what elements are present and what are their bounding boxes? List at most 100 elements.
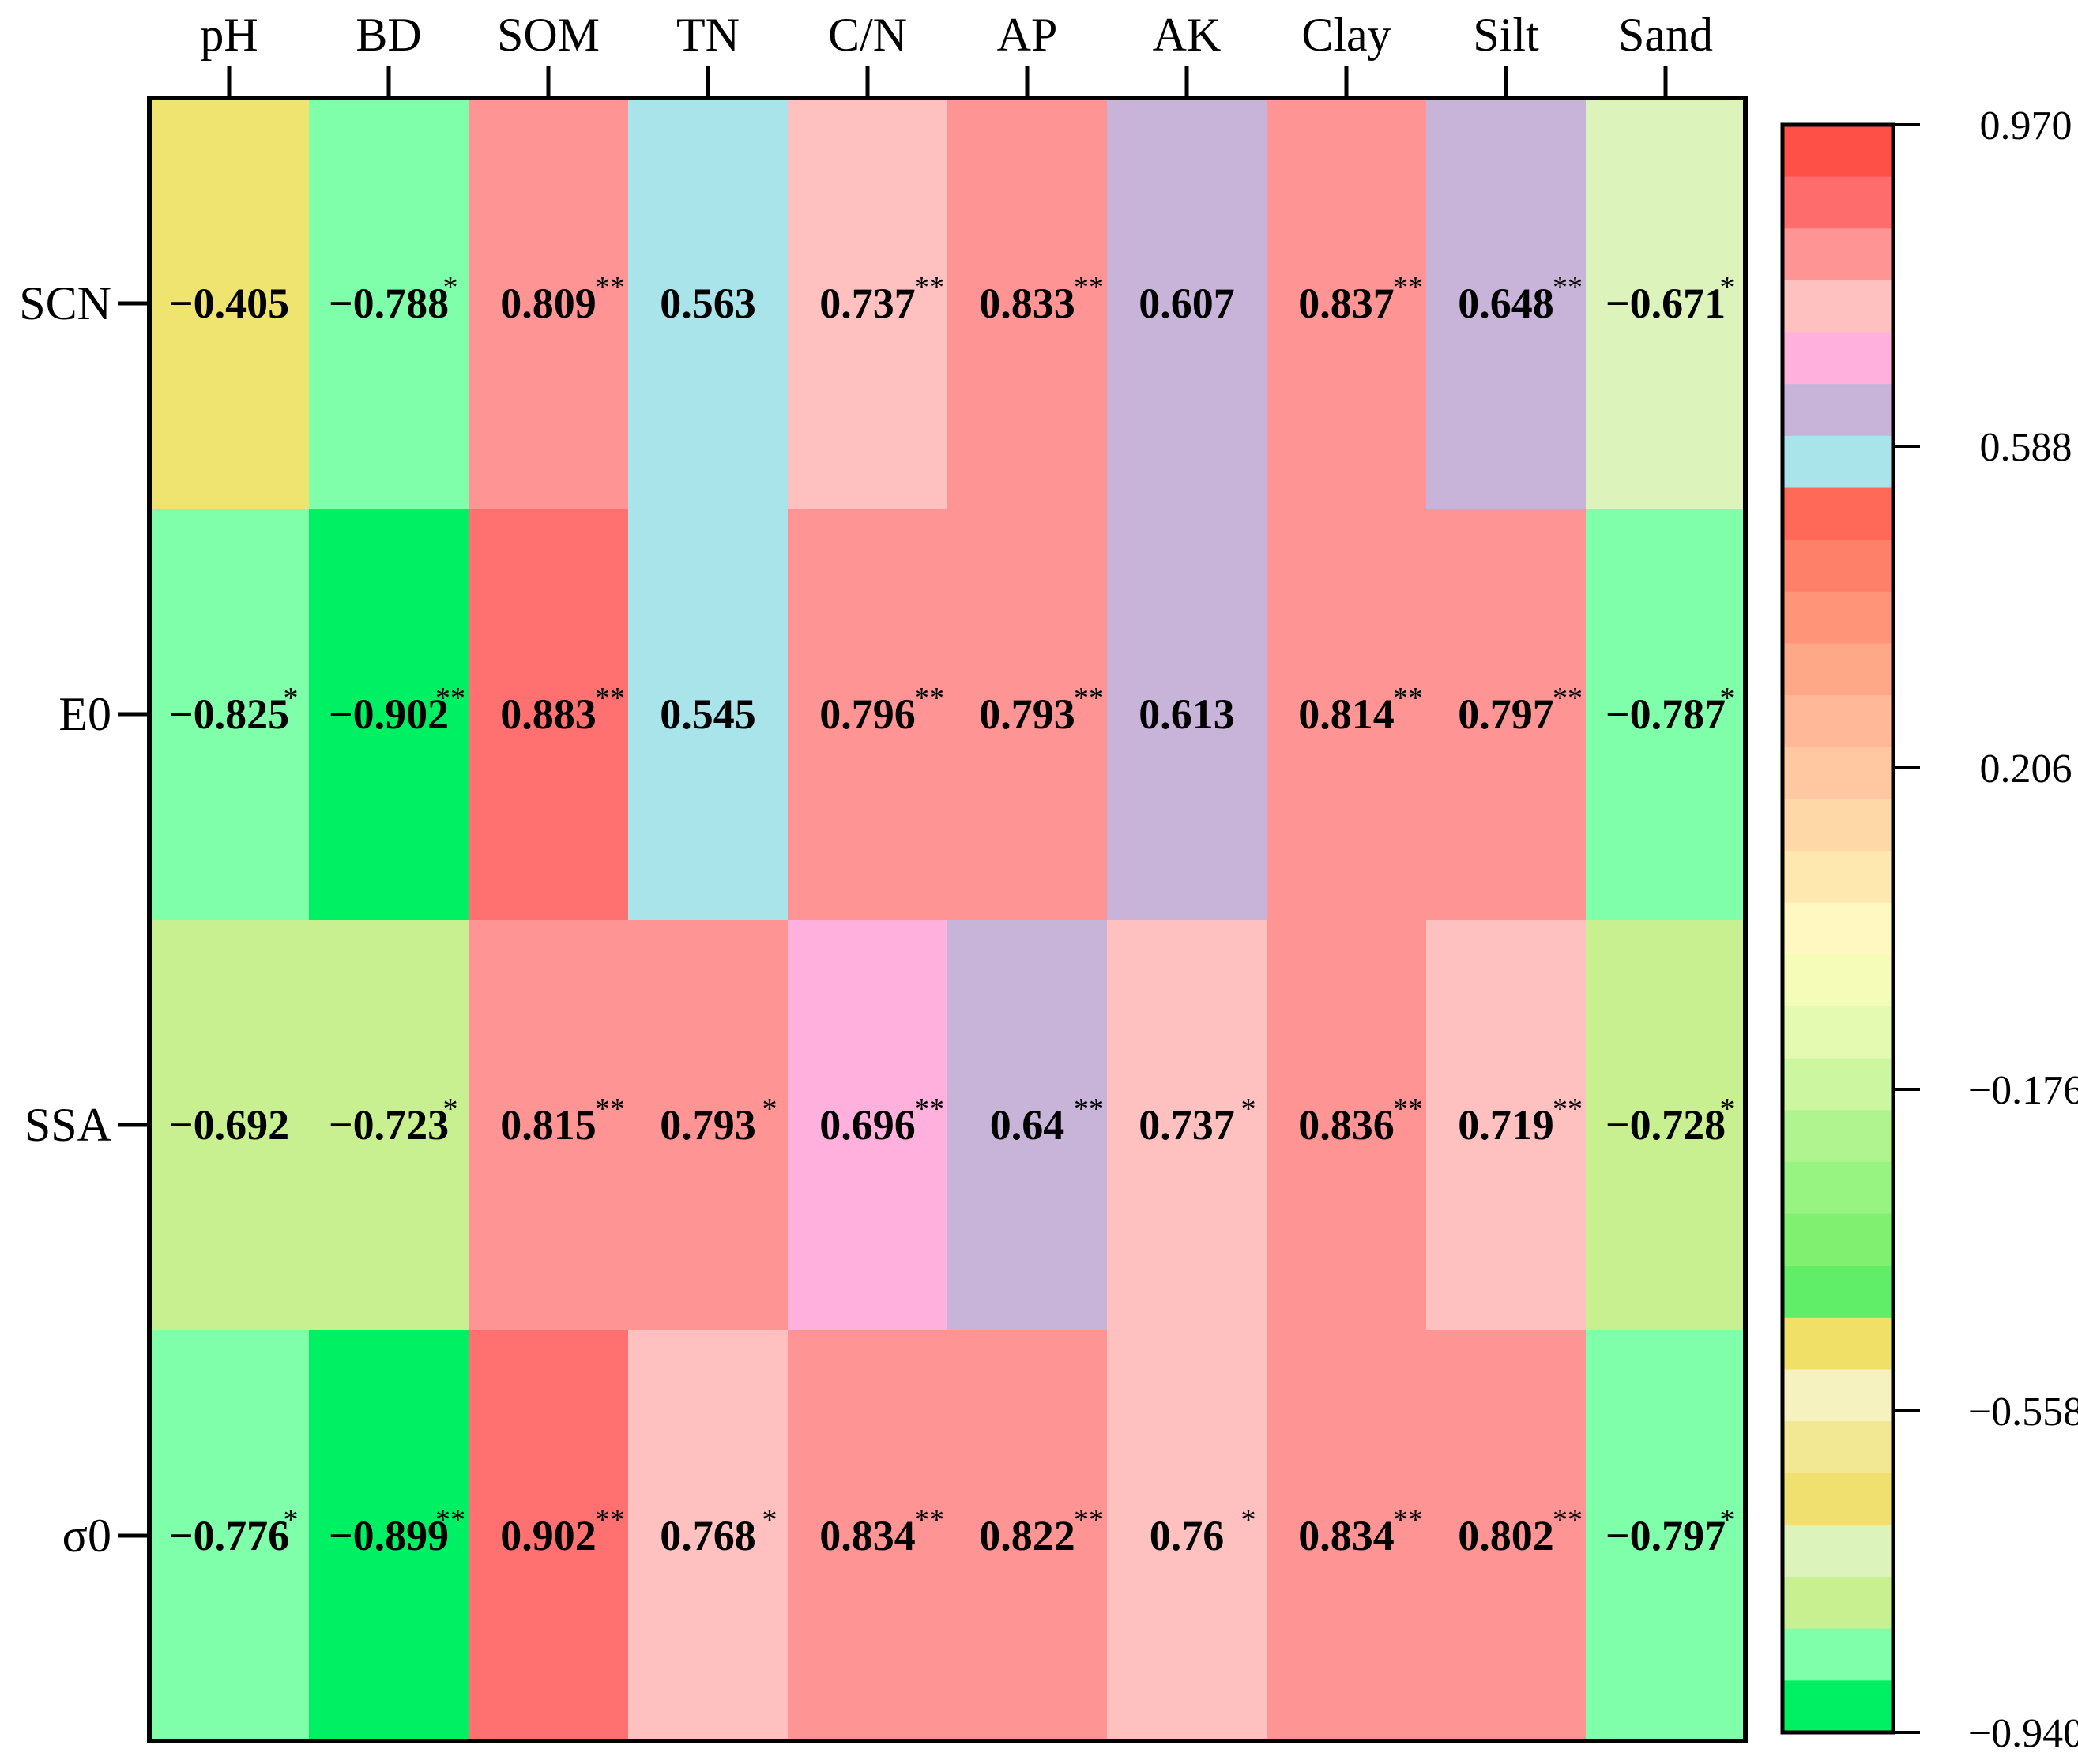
heatmap-cell xyxy=(1107,920,1267,1331)
significance-mark: ** xyxy=(1553,682,1583,715)
colorbar-band xyxy=(1782,384,1893,437)
cell-value-label: −0.776 xyxy=(169,1512,289,1559)
heatmap-cells xyxy=(149,98,1746,1742)
colorbar-band xyxy=(1782,695,1893,748)
colorbar-band xyxy=(1782,1110,1893,1163)
cell-value-label: 0.696 xyxy=(819,1101,916,1149)
significance-mark: * xyxy=(1720,271,1735,304)
cell-value-label: −0.899 xyxy=(329,1512,449,1559)
heatmap-cell xyxy=(947,509,1108,920)
heatmap-cell xyxy=(1586,920,1746,1331)
heatmap-cell xyxy=(947,1330,1108,1742)
cell-value-label: 0.648 xyxy=(1458,280,1554,327)
heatmap-cell xyxy=(1107,509,1267,920)
heatmap-cell xyxy=(1426,509,1587,920)
significance-mark: ** xyxy=(1393,1503,1423,1536)
heatmap-cell xyxy=(1426,98,1587,510)
x-tick-label: TN xyxy=(676,9,740,61)
cell-value-label: 0.814 xyxy=(1298,690,1395,738)
heatmap-cell xyxy=(1426,1330,1587,1742)
y-tick-label: E0 xyxy=(58,688,111,740)
colorbar-band xyxy=(1782,1006,1893,1059)
colorbar-band xyxy=(1782,799,1893,852)
colorbar: 0.970 0.588 0.206 −0.176 −0.558 −0.940 xyxy=(1780,103,2078,1756)
colorbar-band xyxy=(1782,1058,1893,1111)
colorbar-band xyxy=(1782,902,1893,955)
cell-value-label: −0.788 xyxy=(329,280,449,327)
colorbar-band xyxy=(1782,1266,1893,1318)
colorbar-frame xyxy=(1780,122,1895,1735)
heatmap-cell xyxy=(1267,1330,1427,1742)
significance-mark: ** xyxy=(1393,682,1423,715)
heatmap-cell xyxy=(628,920,789,1331)
significance-mark: ** xyxy=(1074,1503,1104,1536)
cell-value-label: 0.815 xyxy=(500,1101,597,1149)
colorbar-band xyxy=(1782,1369,1893,1422)
significance-mark: ** xyxy=(1553,1503,1583,1536)
cell-value-label: 0.837 xyxy=(1298,280,1395,327)
significance-mark: * xyxy=(1720,1503,1735,1536)
colorbar-band xyxy=(1782,1577,1893,1630)
x-tick-label: AK xyxy=(1153,9,1222,61)
significance-mark: ** xyxy=(914,1503,944,1536)
significance-mark: * xyxy=(284,1503,299,1536)
heatmap-cell xyxy=(628,509,789,920)
significance-mark: * xyxy=(1241,1503,1256,1536)
cell-value-label: 0.802 xyxy=(1458,1512,1554,1559)
x-tick-label: AP xyxy=(997,9,1058,61)
x-tick-label: SOM xyxy=(497,9,600,61)
colorbar-tick-label: 0.588 xyxy=(1980,425,2072,470)
cell-value-label: −0.405 xyxy=(169,280,289,327)
heatmap-cell xyxy=(1586,509,1746,920)
cell-value-label: 0.607 xyxy=(1139,280,1235,327)
colorbar-tick-label: −0.176 xyxy=(1968,1068,2078,1113)
cell-value-label: −0.797 xyxy=(1606,1512,1726,1559)
cell-value-label: 0.883 xyxy=(500,690,597,738)
cell-value-label: 0.833 xyxy=(979,280,1075,327)
heatmap-cell xyxy=(149,920,310,1331)
colorbar-band xyxy=(1782,954,1893,1007)
heatmap-cell xyxy=(309,920,469,1331)
cell-value-label: 0.768 xyxy=(660,1512,756,1559)
heatmap-cell xyxy=(1267,920,1427,1331)
significance-mark: * xyxy=(443,1093,458,1126)
y-tick-label: SCN xyxy=(19,277,111,329)
cell-value-label: 0.902 xyxy=(500,1512,597,1559)
cell-value-label: 0.545 xyxy=(660,690,756,738)
significance-mark: * xyxy=(1241,1093,1256,1126)
colorbar-band xyxy=(1782,1161,1893,1215)
cell-value-label: 0.834 xyxy=(1298,1512,1395,1559)
heatmap-cell xyxy=(1107,98,1267,510)
cell-value-label: −0.825 xyxy=(169,690,289,738)
significance-mark: ** xyxy=(595,682,625,715)
x-tick-label: C/N xyxy=(828,9,907,61)
heatmap-cell-labels: −0.405 −0.788* 0.809** 0.563 0.737** 0.833** 0… xyxy=(169,271,1735,1559)
significance-mark: ** xyxy=(1393,271,1423,304)
colorbar-tick-label: −0.558 xyxy=(1968,1390,2078,1435)
cell-value-label: 0.737 xyxy=(819,280,916,327)
y-tick-label: σ0 xyxy=(62,1510,111,1562)
cell-value-label: −0.728 xyxy=(1606,1101,1726,1149)
cell-value-label: 0.822 xyxy=(979,1512,1075,1559)
significance-mark: * xyxy=(284,682,299,715)
x-tick-label: BD xyxy=(356,9,421,61)
x-tick-label: Silt xyxy=(1473,9,1539,61)
heatmap-cell xyxy=(788,920,948,1331)
significance-mark: ** xyxy=(1553,271,1583,304)
heatmap-cell xyxy=(149,509,310,920)
cell-value-label: 0.796 xyxy=(819,690,916,738)
x-tick-label: pH xyxy=(200,9,258,61)
heatmap-cell xyxy=(628,98,789,510)
heatmap-cell xyxy=(469,98,629,510)
heatmap-cell xyxy=(788,509,948,920)
colorbar-band xyxy=(1782,1680,1893,1733)
heatmap-cell xyxy=(628,1330,789,1742)
significance-mark: ** xyxy=(1074,682,1104,715)
heatmap-cell xyxy=(1586,1330,1746,1742)
colorbar-tick-label: −0.940 xyxy=(1968,1711,2078,1756)
colorbar-tick-label: 0.970 xyxy=(1980,103,2072,149)
cell-value-label: −0.902 xyxy=(329,690,449,738)
significance-mark: * xyxy=(1720,1093,1735,1126)
heatmap-cell xyxy=(149,1330,310,1742)
